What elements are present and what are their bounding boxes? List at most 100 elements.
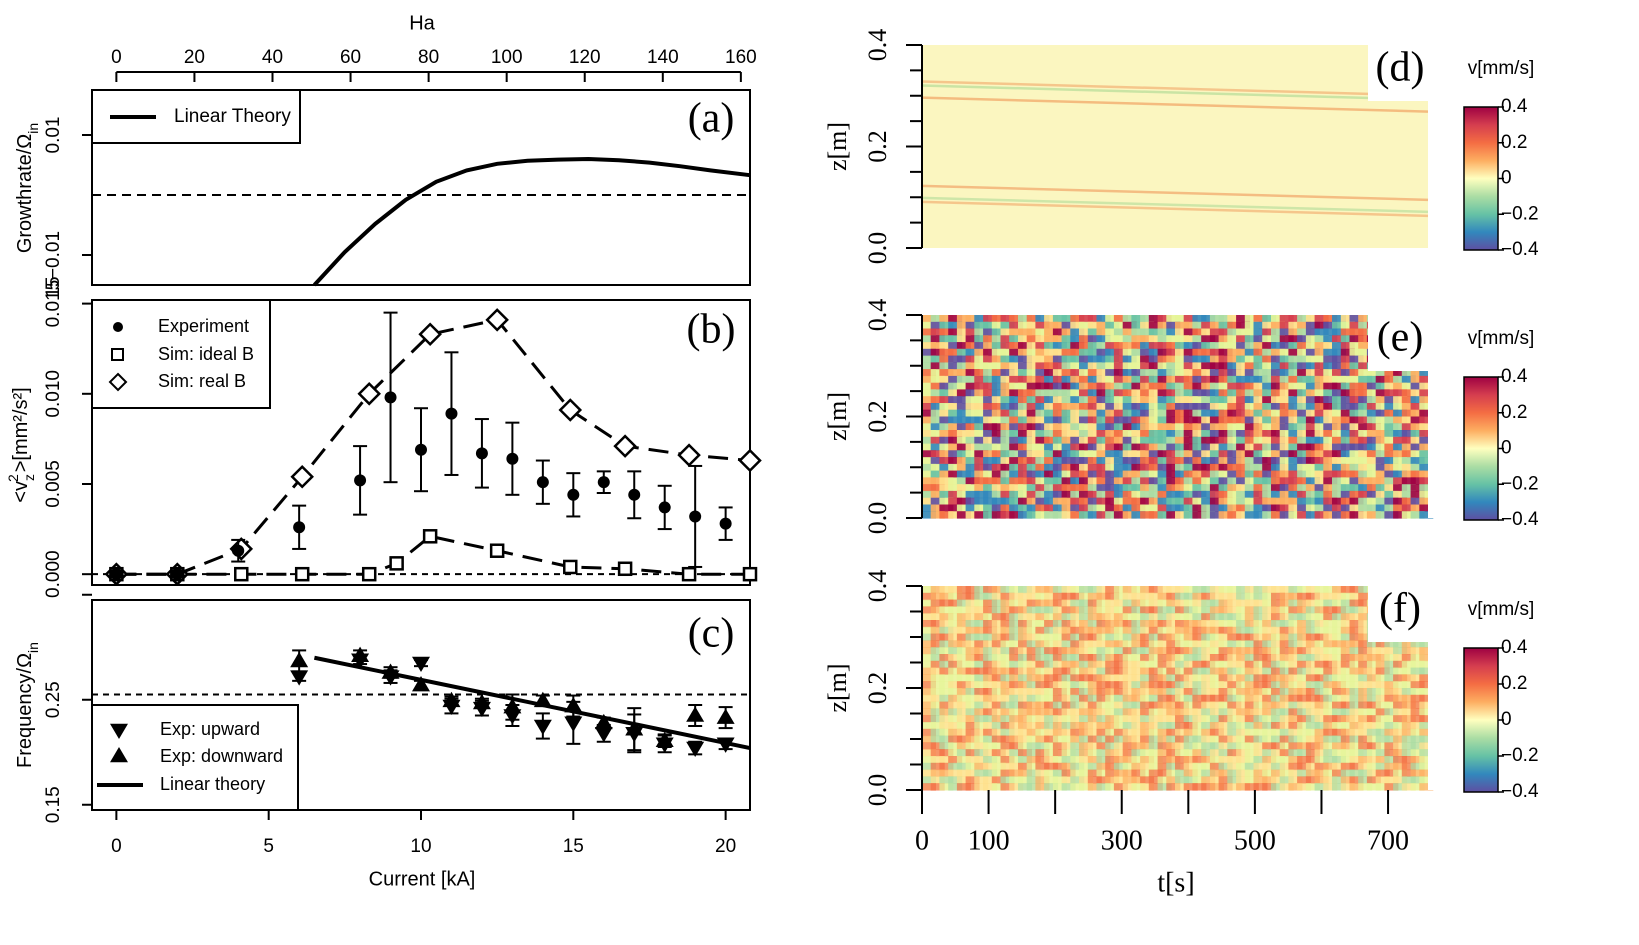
- heatmap-cell: [1044, 403, 1059, 411]
- heatmap-cell: [1087, 430, 1102, 438]
- heatmap-cell: [1401, 430, 1416, 438]
- heatmap-cell: [1236, 335, 1251, 343]
- heatmap-cell: [1079, 362, 1093, 370]
- heatmap-cell: [1087, 640, 1102, 648]
- heatmap-cell: [1410, 389, 1425, 397]
- heatmap-cell: [1393, 749, 1408, 757]
- heatmap-cell: [1070, 430, 1085, 438]
- heatmap-cell: [1218, 626, 1233, 635]
- heatmap-cell: [1209, 606, 1224, 614]
- heatmap-cell: [948, 606, 963, 614]
- heatmap-cell: [1262, 688, 1277, 696]
- panel-c-xtick-label: 15: [563, 836, 584, 857]
- heatmap-cell: [1314, 430, 1329, 438]
- heatmap-cell: [1401, 389, 1416, 397]
- heatmap-cell: [1122, 769, 1137, 777]
- heatmap-cell: [965, 423, 980, 431]
- heatmap-cell: [922, 348, 936, 357]
- heatmap-cell: [1018, 484, 1032, 492]
- heatmap-cell: [1419, 783, 1434, 791]
- heatmap-cell: [1201, 654, 1216, 662]
- heatmap-cell: [1105, 490, 1120, 499]
- heatmap-cell: [1358, 654, 1373, 662]
- heatmap-cell: [1061, 647, 1076, 655]
- heatmap-cell: [1105, 783, 1120, 791]
- heatmap-cell: [1340, 423, 1355, 431]
- heatmap-cell: [1271, 660, 1285, 669]
- heatmap-cell: [1009, 620, 1024, 628]
- heatmap-cell: [1244, 688, 1259, 696]
- heatmap-cell: [1201, 599, 1216, 607]
- heatmap-cell: [1070, 423, 1085, 431]
- heatmap-cell: [1096, 749, 1111, 757]
- heatmap-cell: [1227, 681, 1242, 689]
- heatmap-cell: [1366, 511, 1381, 519]
- heatmap-cell: [1314, 321, 1329, 330]
- heatmap-cell: [1393, 416, 1408, 424]
- heatmap-cell: [1035, 626, 1050, 635]
- heatmap-cell: [1271, 735, 1285, 743]
- heatmap-ytick-label: 0.2: [863, 672, 892, 705]
- heatmap-cell: [1183, 396, 1198, 404]
- heatmap-cell: [948, 423, 963, 431]
- heatmap-cell: [1375, 667, 1390, 675]
- heatmap-cell: [1209, 756, 1224, 764]
- heatmap-cell: [1044, 396, 1059, 404]
- heatmap-cell: [1358, 783, 1373, 791]
- heatmap-cell: [1366, 715, 1381, 723]
- heatmap-cell: [1009, 742, 1024, 750]
- heatmap-cell: [930, 762, 945, 771]
- heatmap-cell: [1358, 674, 1373, 682]
- heatmap-cell: [1175, 599, 1189, 607]
- heatmap-cell: [1323, 694, 1338, 703]
- heatmap-cell: [974, 430, 989, 438]
- heatmap-cell: [1201, 633, 1216, 641]
- heatmap-cell: [1061, 620, 1076, 628]
- heatmap-cell: [1105, 688, 1120, 696]
- heatmap-cell: [1332, 783, 1346, 791]
- heatmap-cell: [1018, 701, 1032, 709]
- heatmap-cell: [1340, 450, 1355, 458]
- heatmap-cell: [1236, 749, 1251, 757]
- heatmap-cell: [1122, 511, 1137, 519]
- heatmap-cell: [1157, 681, 1172, 689]
- heatmap-cell: [1157, 348, 1172, 357]
- heatmap-cell: [1218, 708, 1233, 716]
- heatmap-cell: [1279, 735, 1294, 743]
- heatmap-cell: [1366, 688, 1381, 696]
- heatmap-cell: [1140, 728, 1155, 737]
- heatmap-cell: [974, 756, 989, 764]
- heatmap-cell: [948, 328, 963, 336]
- heatmap-cell: [1192, 586, 1207, 594]
- heatmap-cell: [1218, 328, 1233, 336]
- heatmap-cell: [1096, 490, 1111, 499]
- heatmap-cell: [1279, 606, 1294, 614]
- heatmap-cell: [1262, 497, 1277, 506]
- heatmap-cell: [1079, 382, 1093, 391]
- heatmap-cell: [1244, 321, 1259, 330]
- heatmap-cell: [1044, 470, 1059, 478]
- heatmap-cell: [1410, 749, 1425, 757]
- heatmap-cell: [939, 348, 954, 357]
- heatmap-cell: [1009, 756, 1024, 764]
- heatmap-cell: [1288, 776, 1303, 784]
- heatmap-cell: [1288, 715, 1303, 723]
- heatmap-cell: [1401, 681, 1416, 689]
- heatmap-cell: [1262, 674, 1277, 682]
- heatmap-cell: [1393, 681, 1408, 689]
- heatmap-cell: [1340, 497, 1355, 506]
- heatmap-cell: [1262, 484, 1277, 492]
- heatmap-cell: [1035, 321, 1050, 330]
- heatmap-cell: [1201, 450, 1216, 458]
- heatmap-cell: [1393, 742, 1408, 750]
- heatmap-cell: [965, 328, 980, 336]
- heatmap-cell: [1018, 640, 1032, 648]
- heatmap-cell: [1410, 722, 1425, 730]
- heatmap-cell: [1218, 477, 1233, 485]
- heatmap-cell: [1314, 660, 1329, 669]
- heatmap-cell: [1096, 613, 1111, 621]
- heatmap-cell: [1332, 457, 1346, 465]
- heatmap-cell: [1035, 477, 1050, 485]
- heatmap-cell: [1175, 511, 1189, 519]
- heatmap-cell: [930, 688, 945, 696]
